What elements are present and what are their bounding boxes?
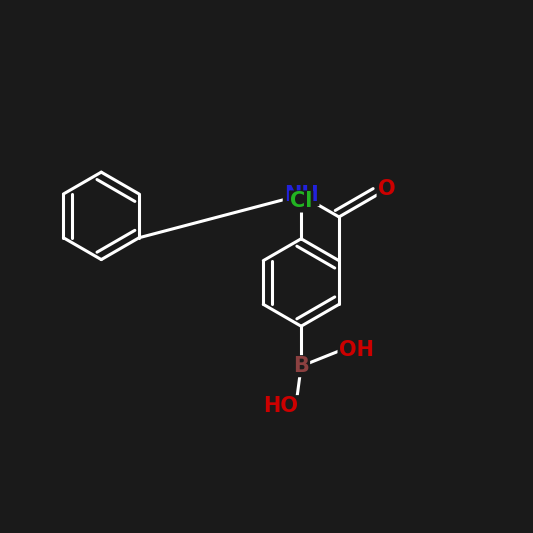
Text: NH: NH xyxy=(284,185,319,205)
Text: OH: OH xyxy=(338,340,374,360)
Text: B: B xyxy=(293,356,309,376)
Text: HO: HO xyxy=(263,396,298,416)
Text: O: O xyxy=(377,179,395,199)
Text: Cl: Cl xyxy=(290,191,312,212)
